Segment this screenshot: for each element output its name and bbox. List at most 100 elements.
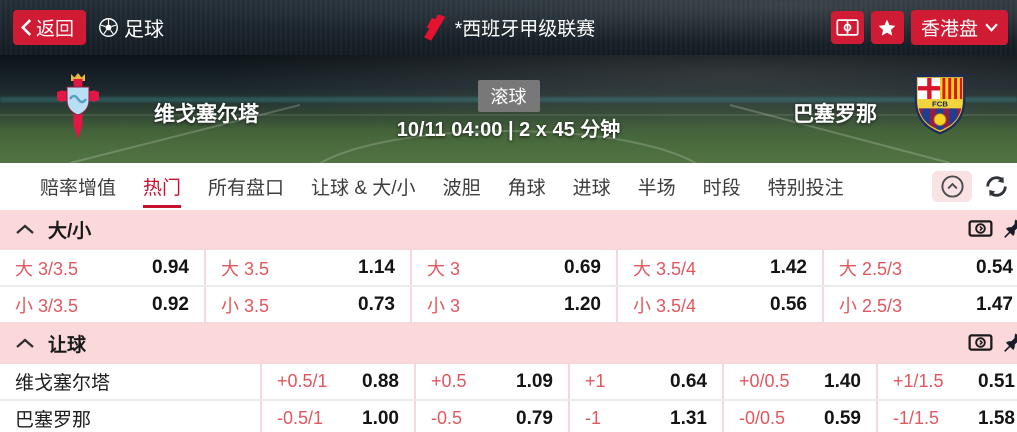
section-title: 让球 — [48, 334, 87, 356]
tab-3[interactable]: 所有盘口 — [208, 178, 285, 199]
odds-cell[interactable]: -0.5/1 1.00 — [262, 401, 414, 432]
tab-6[interactable]: 角球 — [507, 178, 546, 199]
section-header-2: 让球 — [0, 324, 1017, 362]
odds-line-label: -1 — [585, 408, 602, 428]
tab-list: 赔率增值 热门 所有盘口 让球 & 大/小 波胆 角球 进球 半场 时段 特别投注 — [40, 163, 844, 210]
odds-line-label: +0.5 — [431, 371, 467, 391]
row-divider — [0, 399, 1017, 401]
back-button[interactable]: 返回 — [13, 10, 87, 45]
tab-5[interactable]: 波胆 — [442, 178, 481, 199]
tab-8[interactable]: 半场 — [637, 178, 676, 199]
odds-value: 0.94 — [152, 256, 189, 278]
odds-value: 0.79 — [516, 407, 553, 429]
odds-value: 0.73 — [358, 293, 395, 315]
live-view-icon[interactable] — [968, 334, 993, 351]
home-team-name: 维戈塞尔塔 — [154, 103, 259, 126]
odds-value: 0.69 — [564, 256, 601, 278]
odds-value: 0.64 — [670, 370, 707, 392]
odds-cell[interactable]: -1 1.31 — [570, 401, 722, 432]
section-header-1: 大/小 — [0, 210, 1017, 248]
odds-line-label: 大 3.5 — [221, 258, 270, 279]
odds-line-label: -0.5/1 — [277, 408, 324, 428]
odds-value: 1.31 — [670, 407, 707, 429]
collapse-all-button[interactable] — [932, 171, 972, 202]
odds-cell[interactable]: 大 2.5/3 0.54 — [824, 250, 1017, 285]
odds-value: 0.56 — [770, 293, 807, 315]
odds-value: 0.88 — [362, 370, 399, 392]
back-chevron-icon — [21, 19, 32, 36]
live-view-icon[interactable] — [968, 220, 993, 237]
odds-cell[interactable]: 大 3.5/4 1.42 — [618, 250, 822, 285]
odds-value: 1.47 — [976, 293, 1013, 315]
league-title: *西班牙甲级联赛 — [422, 14, 595, 41]
odds-value: 1.40 — [824, 370, 861, 392]
section-collapse-chevron-icon[interactable] — [15, 224, 35, 235]
odds-cell[interactable]: 大 3/3.5 0.94 — [0, 250, 204, 285]
pitch-view-button[interactable] — [830, 11, 864, 44]
odds-line-label: -1/1.5 — [893, 408, 940, 428]
tab-1[interactable]: 赔率增值 — [40, 178, 117, 199]
row-divider — [0, 285, 1017, 287]
top-bar: 返回 足球 — [0, 0, 1017, 55]
tab-7[interactable]: 进球 — [572, 178, 611, 199]
odds-row: 小 3/3.5 0.92 小 3.5 0.73 小 3 1.20 小 3.5/4… — [0, 287, 1017, 322]
odds-line-label: 小 3.5 — [221, 295, 270, 316]
odds-cell[interactable]: +1/1.5 0.51 — [878, 364, 1017, 399]
pitch-background-lines — [0, 104, 1017, 163]
odds-type-dropdown[interactable]: 香港盘 — [910, 10, 1008, 45]
odds-cell[interactable]: +1 0.64 — [570, 364, 722, 399]
favorite-button[interactable] — [870, 11, 904, 44]
odds-cell[interactable]: 小 3/3.5 0.92 — [0, 287, 204, 322]
odds-line-label: 大 3 — [427, 258, 461, 279]
odds-cell[interactable]: +0.5 1.09 — [416, 364, 568, 399]
pin-icon[interactable] — [1003, 218, 1017, 239]
odds-cell[interactable]: 小 2.5/3 1.47 — [824, 287, 1017, 322]
back-label: 返回 — [36, 19, 75, 40]
odds-line-label: 大 3.5/4 — [633, 258, 697, 279]
odds-grid: 维戈塞尔塔 +0.5/1 0.88 +0.5 1.09 +1 0.64 +0/0… — [0, 362, 1017, 432]
odds-line-label: -0.5 — [431, 408, 463, 428]
home-team-crest — [52, 71, 104, 146]
odds-value: 1.20 — [564, 293, 601, 315]
odds-value: 0.92 — [152, 293, 189, 315]
football-icon — [98, 17, 119, 38]
pin-icon[interactable] — [1003, 332, 1017, 353]
odds-cell[interactable]: 大 3.5 1.14 — [206, 250, 410, 285]
odds-cell[interactable]: -1/1.5 1.58 — [878, 401, 1017, 432]
odds-cell[interactable]: -0.5 0.79 — [416, 401, 568, 432]
tab-2[interactable]: 热门 — [143, 163, 182, 210]
pitch-icon — [836, 19, 859, 36]
odds-cell[interactable]: 小 3.5 0.73 — [206, 287, 410, 322]
refresh-button[interactable] — [981, 172, 1011, 202]
team-name-cell: 巴塞罗那 — [0, 401, 260, 432]
odds-grid: 大 3/3.5 0.94 大 3.5 1.14 大 3 0.69 大 3.5/4… — [0, 248, 1017, 324]
odds-cell[interactable]: 小 3.5/4 0.56 — [618, 287, 822, 322]
league-name: *西班牙甲级联赛 — [454, 19, 596, 40]
tab-10[interactable]: 特别投注 — [767, 178, 844, 199]
market-tabs: 赔率增值 热门 所有盘口 让球 & 大/小 波胆 角球 进球 半场 时段 特别投注 — [0, 163, 1017, 210]
odds-type-label: 香港盘 — [920, 19, 978, 40]
sport-selector[interactable]: 足球 — [98, 13, 164, 42]
odds-cell[interactable]: +0.5/1 0.88 — [262, 364, 414, 399]
odds-cell[interactable]: -0/0.5 0.59 — [724, 401, 876, 432]
odds-cell[interactable]: +0/0.5 1.40 — [724, 364, 876, 399]
odds-row: 大 3/3.5 0.94 大 3.5 1.14 大 3 0.69 大 3.5/4… — [0, 250, 1017, 285]
section-collapse-chevron-icon[interactable] — [15, 338, 35, 349]
odds-line-label: 大 2.5/3 — [839, 258, 903, 279]
team-name-cell: 维戈塞尔塔 — [0, 364, 260, 399]
odds-cell[interactable]: 大 3 0.69 — [412, 250, 616, 285]
odds-row: 巴塞罗那 -0.5/1 1.00 -0.5 0.79 -1 1.31 -0/0.… — [0, 401, 1017, 432]
live-badge: 滚球 — [477, 80, 540, 112]
odds-value: 0.51 — [978, 370, 1015, 392]
odds-line-label: 小 3.5/4 — [633, 295, 697, 316]
section-title: 大/小 — [48, 220, 92, 242]
odds-cell[interactable]: 小 3 1.20 — [412, 287, 616, 322]
tab-4[interactable]: 让球 & 大/小 — [311, 178, 416, 199]
odds-value: 1.14 — [358, 256, 395, 278]
odds-line-label: +0/0.5 — [739, 371, 790, 391]
odds-value: 0.54 — [976, 256, 1013, 278]
tab-actions — [932, 163, 1011, 210]
tab-9[interactable]: 时段 — [702, 178, 741, 199]
odds-value: 1.00 — [362, 407, 399, 429]
